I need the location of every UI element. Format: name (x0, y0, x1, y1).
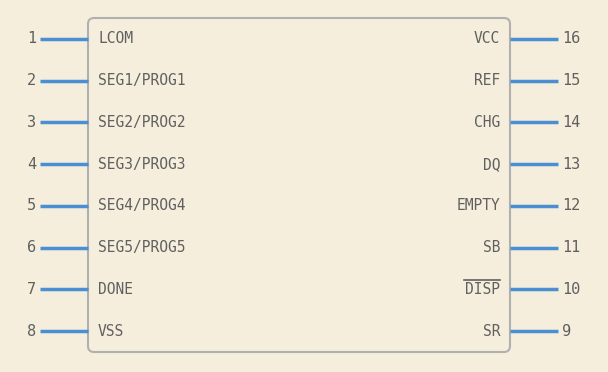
Text: 11: 11 (562, 240, 580, 255)
Text: REF: REF (474, 73, 500, 88)
Text: 16: 16 (562, 31, 580, 46)
Text: VCC: VCC (474, 31, 500, 46)
Text: SEG2/PROG2: SEG2/PROG2 (98, 115, 185, 130)
Text: 1: 1 (27, 31, 36, 46)
Text: CHG: CHG (474, 115, 500, 130)
Text: DONE: DONE (98, 282, 133, 297)
Text: SEG5/PROG5: SEG5/PROG5 (98, 240, 185, 255)
Text: 2: 2 (27, 73, 36, 88)
Text: 10: 10 (562, 282, 580, 297)
Text: 15: 15 (562, 73, 580, 88)
Text: SB: SB (483, 240, 500, 255)
Text: 13: 13 (562, 157, 580, 171)
Text: EMPTY: EMPTY (456, 198, 500, 214)
FancyBboxPatch shape (88, 18, 510, 352)
Text: 4: 4 (27, 157, 36, 171)
Text: SEG1/PROG1: SEG1/PROG1 (98, 73, 185, 88)
Text: 7: 7 (27, 282, 36, 297)
Text: SEG4/PROG4: SEG4/PROG4 (98, 198, 185, 214)
Text: VSS: VSS (98, 324, 124, 339)
Text: DISP: DISP (465, 282, 500, 297)
Text: 3: 3 (27, 115, 36, 130)
Text: 14: 14 (562, 115, 580, 130)
Text: SEG3/PROG3: SEG3/PROG3 (98, 157, 185, 171)
Text: 9: 9 (562, 324, 571, 339)
Text: 8: 8 (27, 324, 36, 339)
Text: 5: 5 (27, 198, 36, 214)
Text: 6: 6 (27, 240, 36, 255)
Text: 12: 12 (562, 198, 580, 214)
Text: LCOM: LCOM (98, 31, 133, 46)
Text: DQ: DQ (483, 157, 500, 171)
Text: SR: SR (483, 324, 500, 339)
